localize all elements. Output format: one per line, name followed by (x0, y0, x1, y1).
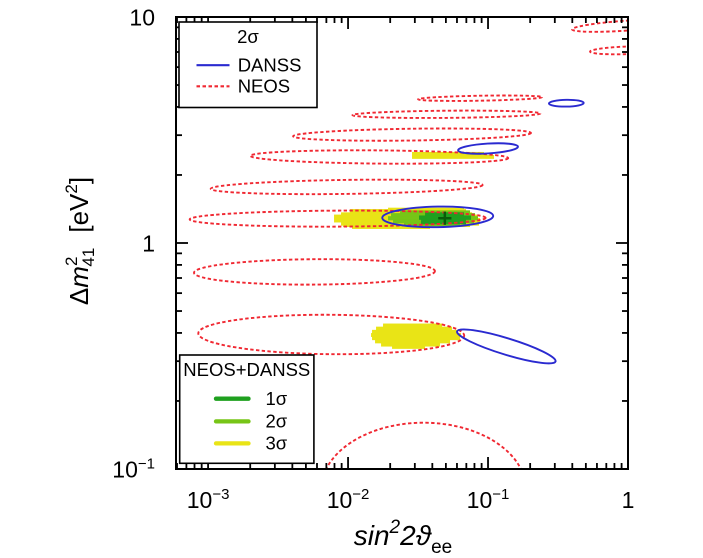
x-axis-title-mid: 2ϑ (399, 520, 433, 551)
sigma2-legend-label: 2σ (266, 411, 288, 432)
combined-sigma3-region (372, 336, 461, 341)
combined-sigma3-region (412, 151, 485, 156)
y-tick-label-base: 10 (129, 5, 155, 31)
y-tick-label: 10 (129, 5, 155, 31)
x-tick-label-base: 10 (327, 487, 353, 513)
y-axis-title-sup: 2 (62, 257, 81, 266)
y-axis-title-delta: Δ (64, 288, 94, 305)
x-tick-label-base: 1 (622, 487, 635, 513)
neos-contours (188, 18, 628, 469)
neos-contour (249, 149, 510, 165)
danss-legend-label: DANSS (238, 55, 302, 76)
x-tick-label-exponent: −3 (212, 486, 229, 503)
combined-sigma3-region (412, 154, 495, 159)
legend-top-title: 2σ (237, 26, 259, 47)
neos-legend-label: NEOS (238, 76, 290, 97)
combined-sigma1-region (421, 219, 467, 225)
combined-sigma2-region (400, 210, 471, 214)
x-tick-label: 10−2 (327, 486, 370, 513)
y-axis-title-sub: 41 (79, 248, 98, 267)
x-tick-label-exponent: −2 (352, 486, 369, 503)
y-tick-label-exponent: −1 (138, 456, 155, 473)
neos-contour (209, 178, 484, 196)
combined-sigma3-region (383, 323, 443, 328)
x-axis-title: sin22ϑee (354, 517, 452, 558)
combined-sigma3-region (392, 345, 426, 349)
sigma3-legend-label: 3σ (266, 433, 288, 454)
neos-contour (351, 109, 542, 119)
y-axis-title-symbol: m (64, 266, 94, 288)
x-axis-title-sup: 2 (389, 517, 401, 538)
y-tick-label: 1 (142, 231, 155, 257)
y-tick-label-base: 10 (112, 457, 138, 483)
combined-sigma3-region (381, 342, 441, 347)
combined-sigma3-region (376, 326, 453, 331)
x-axis-title-prefix: sin (354, 520, 390, 551)
danss-contour (547, 98, 585, 108)
y-axis-title-unit_sup: 2 (62, 184, 81, 193)
combined-sigma3-region (388, 207, 465, 210)
neos-contour (292, 127, 532, 142)
x-tick-label: 10−1 (467, 486, 510, 513)
x-tick-label: 10−3 (187, 486, 230, 513)
y-tick-label: 10−1 (112, 456, 155, 483)
x-tick-label: 1 (622, 487, 635, 513)
combined-sigma3-region (352, 226, 431, 229)
best-fit-cross (438, 211, 452, 225)
danss-contour (381, 205, 495, 229)
x-tick-label-base: 10 (467, 487, 493, 513)
y-axis-title-unit_close: ] (64, 177, 94, 184)
x-tick-label-exponent: −1 (492, 486, 509, 503)
y-axis-title: Δm241[eV2] (62, 177, 98, 305)
neos-contour (197, 313, 466, 356)
legend-top: 2σ DANSS NEOS (178, 21, 318, 109)
legend-bottom: NEOS+DANSS 1σ 2σ 3σ (178, 354, 315, 465)
neos-contour (193, 258, 436, 286)
combined-sigma3-region (371, 333, 462, 337)
x-tick-label-base: 10 (187, 487, 213, 513)
neos-contour (188, 209, 487, 228)
combined-sigma3-region (372, 329, 459, 334)
legend-bottom-title: NEOS+DANSS (183, 359, 310, 380)
neos-contour (589, 45, 628, 56)
neos-contour (417, 94, 543, 102)
combined-sigma3-region (375, 339, 451, 344)
plot-frame (175, 16, 629, 470)
danss-contour (456, 328, 557, 365)
y-axis-title-unit_open: [eV (64, 193, 94, 233)
y-tick-label-base: 1 (142, 231, 155, 257)
danss-contours (381, 98, 585, 365)
danss-contour (457, 142, 519, 155)
x-axis-title-sub: ee (431, 537, 452, 558)
sigma1-legend-label: 1σ (266, 388, 288, 409)
